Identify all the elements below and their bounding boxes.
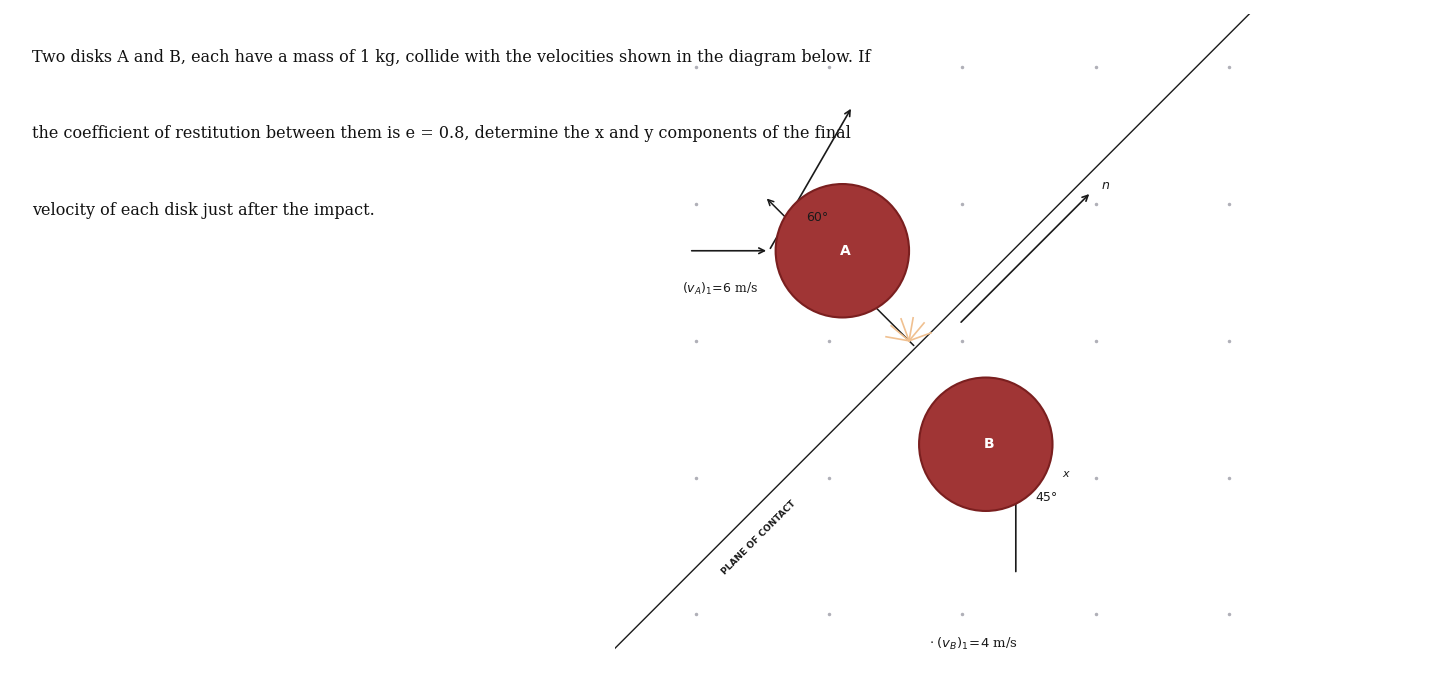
Text: A: A <box>840 244 851 258</box>
Text: 45°: 45° <box>1036 491 1058 504</box>
Circle shape <box>775 184 909 318</box>
Text: B: B <box>984 437 994 451</box>
Text: $(v_A)_1\!=\!6$ m/s: $(v_A)_1\!=\!6$ m/s <box>682 281 759 297</box>
Text: 60°: 60° <box>806 211 827 224</box>
Text: x: x <box>1062 469 1069 480</box>
Circle shape <box>919 377 1052 511</box>
Text: n: n <box>1101 179 1108 192</box>
Text: the coefficient of restitution between them is e = 0.8, determine the x and y co: the coefficient of restitution between t… <box>32 125 852 142</box>
Text: $\cdot\;(v_B)_1\!=\!4$ m/s: $\cdot\;(v_B)_1\!=\!4$ m/s <box>929 637 1017 653</box>
Text: PLANE OF CONTACT: PLANE OF CONTACT <box>720 499 798 576</box>
Text: velocity of each disk just after the impact.: velocity of each disk just after the imp… <box>32 202 375 218</box>
Text: Two disks A and B, each have a mass of 1 kg, collide with the velocities shown i: Two disks A and B, each have a mass of 1… <box>32 49 871 65</box>
